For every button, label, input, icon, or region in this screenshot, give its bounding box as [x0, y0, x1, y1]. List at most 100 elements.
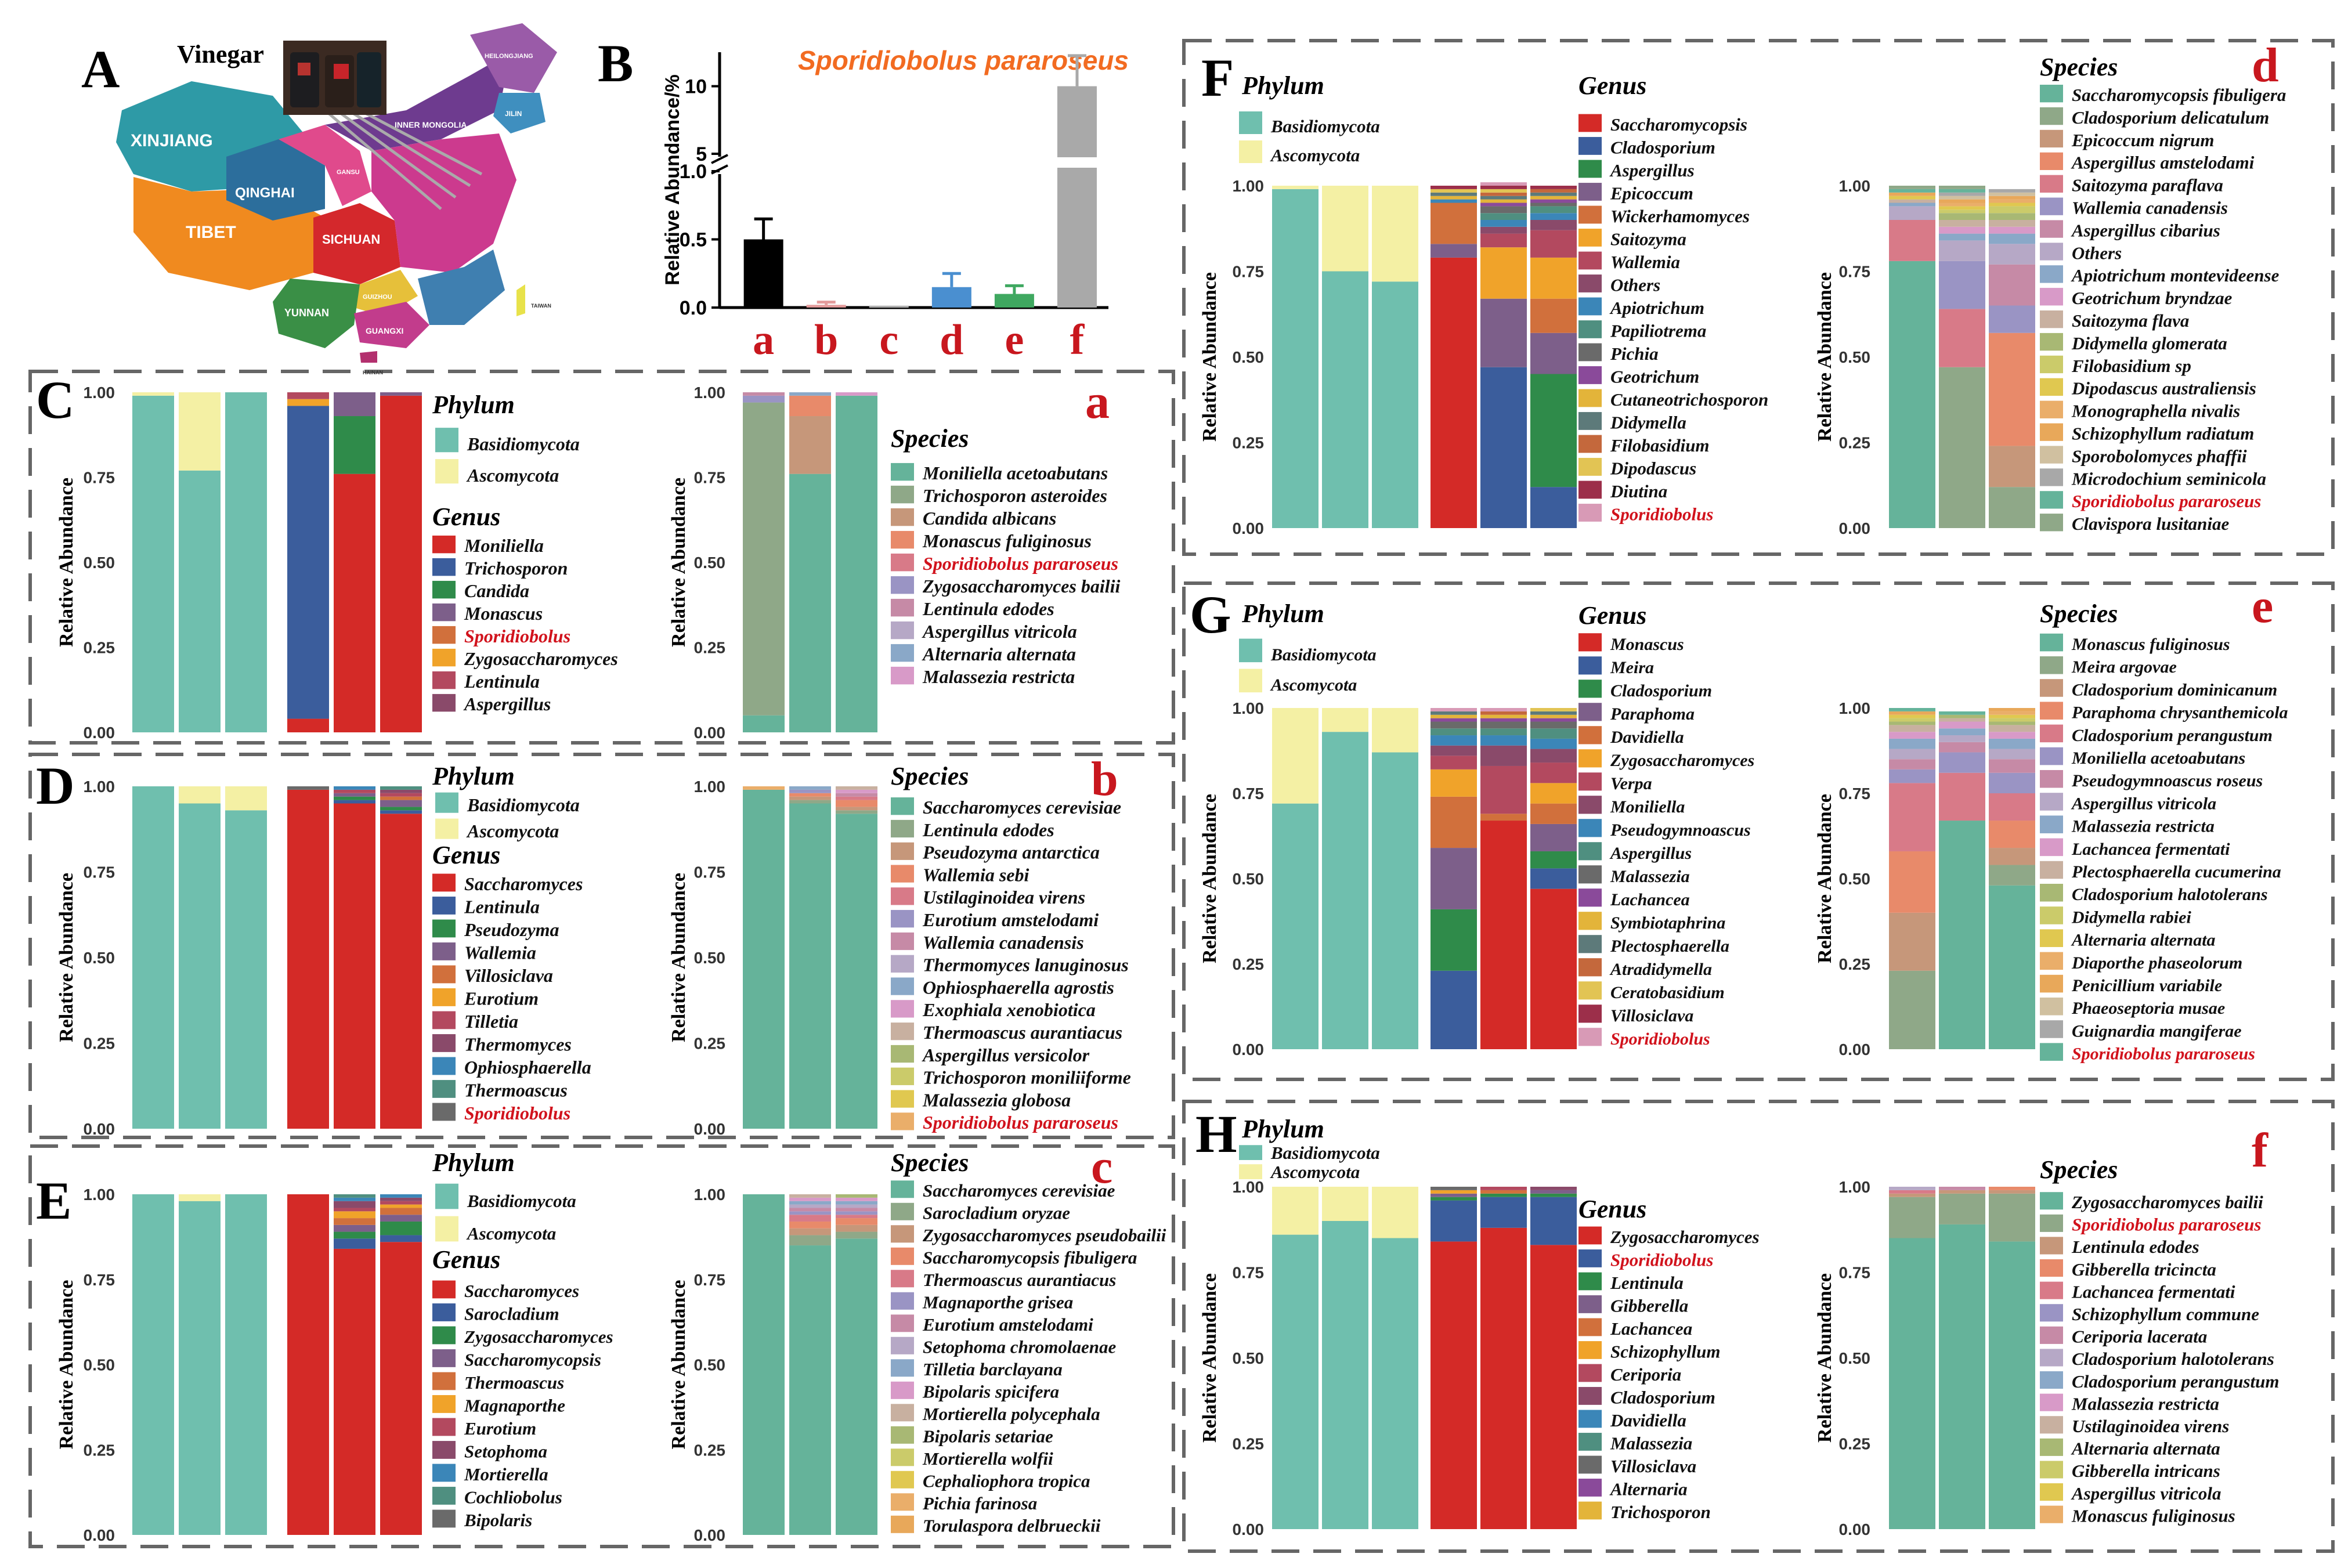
species-legend-label: Penicillium variabile — [2071, 976, 2222, 995]
genus-legend-swatch — [1578, 796, 1602, 814]
species-legend-swatch — [2040, 378, 2063, 396]
genus-legend-swatch — [1578, 480, 1602, 499]
species-legend-label: Cephaliophora tropica — [923, 1471, 1090, 1491]
ytick-label: 0.75 — [1233, 263, 1265, 281]
species-bar1-seg2 — [1889, 912, 1935, 971]
species-legend-label: Epicoccum nigrum — [2071, 130, 2214, 150]
genus-title: Genus — [432, 841, 500, 869]
genus-bar2-seg8 — [1480, 735, 1527, 746]
genus-legend-label: Filobasidium — [1610, 435, 1710, 456]
b-xtick-d: d — [940, 316, 963, 364]
ytick-label: 1.00 — [694, 384, 726, 402]
genus-bar2-seg12 — [1480, 714, 1527, 718]
genus-bar1-seg10 — [1431, 1187, 1477, 1190]
genus-legend-swatch — [1578, 435, 1602, 453]
ytick-label: 0.50 — [84, 949, 115, 967]
genus-legend-swatch — [432, 648, 456, 667]
species-legend-swatch — [2040, 1304, 2063, 1322]
genus-bar3-seg8 — [1530, 213, 1577, 220]
species-bar2-seg4 — [789, 1215, 831, 1222]
sample-tag: d — [2252, 38, 2279, 92]
genus-legend-label: Cladosporium — [1610, 681, 1712, 700]
genus-legend-label: Lachancea — [1610, 1318, 1692, 1339]
species-legend-label: Clavispora lusitaniae — [2072, 514, 2230, 534]
species-legend-label: Saitozyma flava — [2072, 310, 2189, 331]
genus-bar3-seg1 — [1530, 1197, 1577, 1245]
genus-bar2-seg4 — [1480, 1190, 1527, 1194]
species-bar3-seg3 — [836, 800, 877, 807]
genus-legend-label: Aspergillus — [1609, 160, 1695, 180]
species-legend-label: Schizophyllum commune — [2072, 1304, 2259, 1324]
species-bar2-seg9 — [1939, 226, 1985, 234]
ytick-label: 0.25 — [694, 1035, 726, 1053]
ylabel: Relative Abundance — [668, 478, 689, 647]
ytick-label: 0.75 — [694, 1271, 726, 1289]
genus-legend-label: Malassezia — [1610, 867, 1690, 886]
species-legend-swatch — [891, 485, 914, 504]
species-bar2-seg11 — [1939, 213, 1985, 220]
genus-bar3-seg5 — [380, 1204, 422, 1208]
genus-bar1-seg17 — [1431, 708, 1477, 711]
species-bar3-seg9 — [1989, 226, 2035, 234]
genus-legend-swatch — [1578, 1433, 1602, 1451]
species-legend-label: Trichosporon asteroides — [923, 485, 1107, 506]
ytick-label: 0.50 — [694, 949, 726, 967]
b-xtick-c: c — [879, 316, 898, 364]
species-bar2-seg15 — [1939, 199, 1985, 203]
species-legend-label: Aspergillus vitricola — [2071, 1483, 2221, 1504]
genus-bar2-seg1 — [334, 1238, 375, 1249]
species-legend-label: Cladosporium perangustum — [2072, 1371, 2279, 1392]
phylum-bar3-seg0 — [1372, 752, 1418, 1049]
species-legend-swatch — [2040, 1192, 2063, 1210]
genus-bar2-seg0 — [1480, 821, 1527, 1049]
genus-bar1-seg3 — [1431, 848, 1477, 909]
species-title: Species — [2040, 53, 2118, 81]
genus-bar3-seg4 — [1530, 803, 1577, 824]
genus-legend-label: Apiotrichum — [1609, 298, 1704, 318]
species-bar1-seg15 — [1889, 711, 1935, 715]
species-bar2-seg10 — [789, 1194, 831, 1198]
frame-f — [1182, 39, 2335, 556]
genus-legend-swatch — [432, 1326, 456, 1345]
genus-bar1-seg12 — [1431, 714, 1477, 718]
species-bar1-seg5 — [743, 395, 785, 403]
genus-legend-swatch — [432, 1080, 456, 1098]
phylum-legend-label: Ascomycota — [466, 821, 559, 841]
phylum-bar2-seg1 — [179, 1194, 221, 1201]
species-bar2-seg13 — [1939, 206, 1985, 210]
species-bar1-seg1 — [1889, 1197, 1935, 1238]
genus-bar2-seg0 — [334, 1248, 375, 1535]
genus-legend-swatch — [1578, 183, 1602, 201]
species-legend-swatch — [891, 1515, 914, 1533]
species-bar3-seg3 — [1989, 333, 2035, 446]
panel-letter-e: E — [36, 1171, 71, 1230]
genus-legend-swatch — [432, 626, 456, 644]
genus-bar3-seg6 — [380, 1201, 422, 1205]
phylum-legend-swatch — [1239, 1164, 1262, 1179]
ytick-label: 0.00 — [694, 1526, 726, 1544]
species-legend-label: Zygosaccharomyces bailii — [2071, 1192, 2263, 1212]
genus-legend-swatch — [1578, 114, 1602, 132]
genus-bar1-seg0 — [1431, 257, 1477, 528]
genus-legend-swatch — [432, 1011, 456, 1029]
genus-legend-label: Villosiclava — [1610, 1006, 1693, 1025]
genus-bar3-seg3 — [380, 800, 422, 807]
genus-legend-label: Bipolaris — [464, 1510, 532, 1530]
phylum-legend-swatch — [435, 459, 458, 484]
species-legend-label: Thermoascus aurantiacus — [923, 1022, 1122, 1043]
species-legend-swatch — [891, 1292, 914, 1310]
genus-bar3-seg3 — [1530, 333, 1577, 374]
genus-bar3-seg11 — [1530, 199, 1577, 203]
map-label-gansu: GANSU — [337, 169, 360, 176]
species-legend-swatch — [2040, 310, 2063, 328]
species-bar3-seg5 — [836, 1211, 877, 1215]
species-legend-swatch — [891, 1359, 914, 1377]
map-region-qinghai — [226, 139, 325, 221]
phylum-title: Phylum — [432, 1148, 515, 1177]
genus-legend-swatch — [1578, 320, 1602, 338]
ytick-label: 0.00 — [1839, 1520, 1871, 1538]
b-ylabel: Relative Abundance/% — [662, 74, 684, 285]
species-legend-label: Cladosporium dominicanum — [2072, 680, 2277, 699]
genus-bar2-seg0 — [334, 803, 375, 1129]
